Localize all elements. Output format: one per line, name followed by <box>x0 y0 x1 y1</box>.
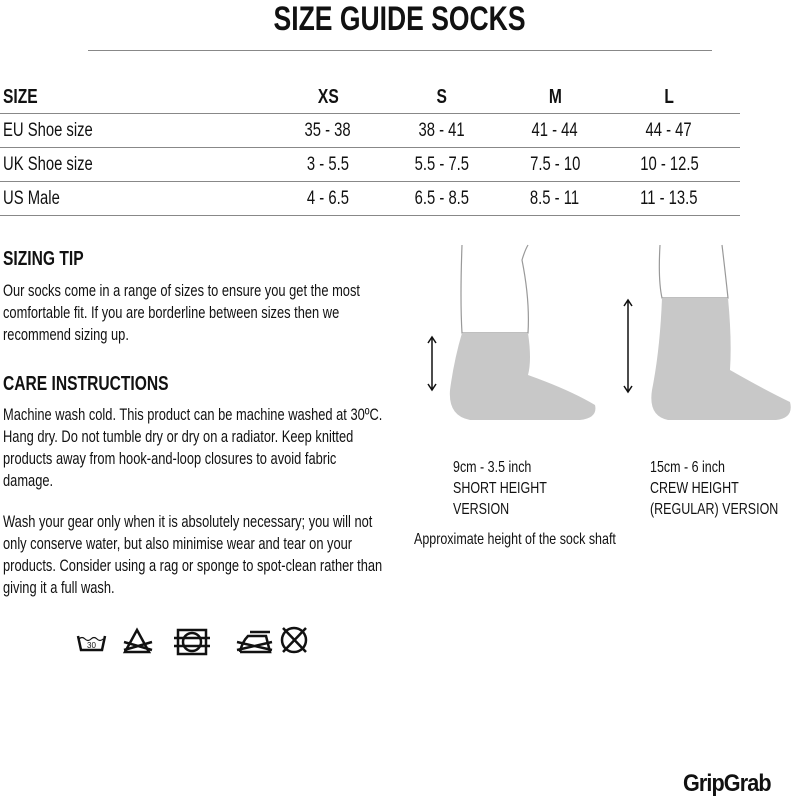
cell: 44 - 47 <box>645 120 693 141</box>
divider <box>0 215 740 216</box>
header-s: S <box>436 86 448 108</box>
divider <box>88 50 712 51</box>
crew-sock <box>623 244 791 420</box>
page-title: SIZE GUIDE SOCKS <box>274 0 526 38</box>
sizing-tip-heading: SIZING TIP <box>3 248 84 270</box>
header-m: M <box>548 86 562 108</box>
table-row: US Male 4 - 6.5 6.5 - 8.5 8.5 - 11 11 - … <box>0 182 740 216</box>
height-arrow-icon <box>623 298 633 394</box>
cell: 8.5 - 11 <box>530 188 580 209</box>
cell: 3 - 5.5 <box>306 154 350 175</box>
care-text-2: Wash your gear only when it is absolutel… <box>3 513 383 597</box>
divider <box>0 113 740 114</box>
row-label: US Male <box>3 188 60 209</box>
divider <box>0 181 740 182</box>
cell: 10 - 12.5 <box>639 154 699 175</box>
no-bleach-icon <box>122 627 153 654</box>
cell: 7.5 - 10 <box>529 154 581 175</box>
cell: 4 - 6.5 <box>306 188 350 209</box>
sock-illustrations <box>427 244 791 420</box>
care-icons: 30 <box>76 626 308 656</box>
wash-30-icon: 30 <box>76 635 107 652</box>
table-row: UK Shoe size 3 - 5.5 5.5 - 7.5 7.5 - 10 … <box>0 148 740 182</box>
sizing-tip-text: Our socks come in a range of sizes to en… <box>3 282 360 344</box>
cell: 6.5 - 8.5 <box>414 188 470 209</box>
no-iron-icon <box>236 630 273 654</box>
divider <box>0 147 740 148</box>
height-arrow-icon <box>427 335 437 392</box>
cell: 35 - 38 <box>304 120 352 141</box>
table-header: SIZE XS S M L <box>0 80 740 114</box>
cell: 5.5 - 7.5 <box>414 154 470 175</box>
short-sock <box>427 244 596 420</box>
short-sock-caption: 9cm - 3.5 inch SHORT HEIGHT VERSION <box>453 459 547 518</box>
shaft-note: Approximate height of the sock shaft <box>414 531 616 548</box>
header-l: L <box>664 86 674 108</box>
cell: 11 - 13.5 <box>640 188 698 209</box>
header-xs: XS <box>317 86 339 108</box>
crew-sock-caption: 15cm - 6 inch CREW HEIGHT (REGULAR) VERS… <box>650 459 779 518</box>
brand-logo: GripGrab <box>683 770 772 797</box>
header-size: SIZE <box>3 86 38 108</box>
no-dry-clean-icon <box>280 626 308 654</box>
cell: 38 - 41 <box>418 120 466 141</box>
care-text: Machine wash cold. This product can be m… <box>3 406 383 490</box>
row-label: EU Shoe size <box>3 120 93 141</box>
row-label: UK Shoe size <box>3 154 93 175</box>
cell: 41 - 44 <box>531 120 579 141</box>
care-heading: CARE INSTRUCTIONS <box>3 373 169 395</box>
svg-text:30: 30 <box>87 641 96 650</box>
no-tumble-dry-icon <box>174 628 210 656</box>
table-row: EU Shoe size 35 - 38 38 - 41 41 - 44 44 … <box>0 114 740 148</box>
